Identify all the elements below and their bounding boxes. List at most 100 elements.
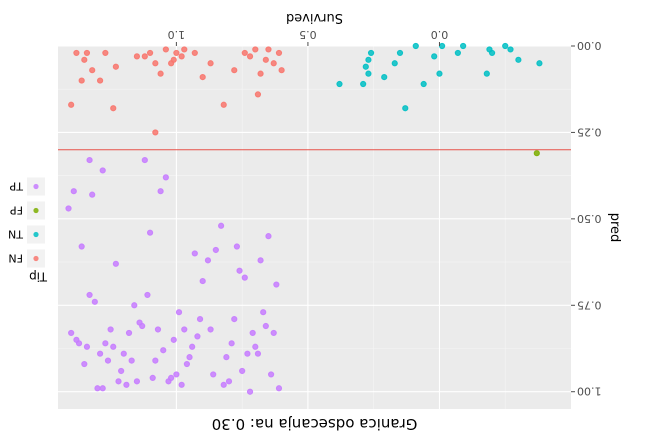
point-tn	[420, 80, 427, 88]
point-fn	[265, 46, 272, 53]
point-tp	[257, 257, 264, 264]
point-fn	[73, 49, 80, 57]
point-fn	[68, 101, 75, 108]
point-tn	[396, 49, 404, 57]
point-tp	[68, 329, 75, 337]
point-fn	[181, 46, 188, 53]
legend: Tip FN TN FP TP	[8, 177, 48, 284]
point-tp	[144, 291, 151, 299]
point-tp	[220, 381, 227, 388]
point-tn	[515, 56, 522, 63]
point-tn	[438, 42, 446, 50]
point-fn	[133, 53, 141, 60]
legend-label-fn: FN	[8, 252, 23, 265]
point-tp	[236, 267, 243, 274]
point-fn	[270, 60, 277, 67]
point-tp	[181, 326, 188, 333]
point-tp	[70, 188, 77, 195]
point-tp	[244, 350, 251, 357]
point-tp	[178, 381, 185, 388]
y-tick-label: 0.00	[577, 39, 602, 52]
point-fn	[257, 70, 264, 77]
point-tn	[431, 53, 438, 60]
point-fn	[78, 77, 85, 84]
point-tp	[152, 357, 159, 364]
legend-label-tn: TN	[8, 228, 24, 241]
point-tp	[199, 277, 206, 285]
point-fn	[102, 49, 109, 57]
point-tp	[273, 281, 280, 288]
point-fn	[241, 49, 248, 57]
y-tick-label: 1.00	[577, 385, 602, 398]
point-tp	[173, 371, 180, 378]
point-tp	[99, 385, 106, 392]
point-fn	[220, 101, 227, 108]
point-tp	[160, 347, 167, 354]
point-tp	[267, 371, 275, 378]
point-tn	[454, 49, 461, 57]
point-fp	[533, 150, 540, 157]
point-tp	[73, 336, 80, 343]
point-tp	[175, 309, 183, 316]
point-tp	[254, 350, 262, 357]
point-tp	[120, 350, 127, 357]
y-tick-label: 0.50	[577, 212, 602, 225]
point-tp	[94, 385, 101, 392]
point-tp	[186, 354, 193, 361]
point-tp	[91, 298, 98, 305]
point-fn	[207, 60, 214, 67]
point-fn	[81, 56, 88, 63]
point-tp	[241, 274, 248, 281]
point-tp	[262, 322, 269, 330]
point-fn	[110, 105, 117, 112]
x-axis: 0.0 0.5 1.0	[168, 28, 448, 46]
point-tp	[194, 333, 201, 340]
point-tp	[102, 340, 109, 347]
legend-label-fp: FP	[10, 204, 23, 217]
point-tp	[128, 357, 135, 364]
point-tp	[118, 367, 125, 375]
point-tp	[86, 156, 93, 164]
point-fn	[162, 46, 169, 53]
legend-swatch-tn	[33, 231, 39, 238]
point-tp	[96, 350, 104, 357]
point-tp	[123, 381, 130, 388]
point-tn	[362, 63, 369, 70]
point-tp	[107, 326, 114, 333]
point-tn	[507, 46, 514, 53]
legend-swatch-fn	[33, 255, 39, 262]
point-tp	[218, 222, 225, 229]
point-fn	[252, 46, 259, 53]
point-tp	[223, 354, 230, 361]
point-tp	[249, 329, 256, 337]
point-tp	[270, 329, 277, 337]
point-tp	[141, 156, 148, 164]
point-tp	[112, 260, 119, 267]
legend-swatch-fp	[33, 207, 39, 214]
point-tp	[146, 229, 154, 236]
point-tp	[104, 357, 112, 364]
y-axis-title: pred	[607, 213, 622, 243]
point-tn	[486, 46, 493, 53]
point-tp	[260, 309, 267, 316]
point-tp	[189, 343, 196, 350]
point-fn	[96, 77, 104, 84]
legend-swatch-tp	[33, 183, 39, 190]
point-tn	[360, 80, 367, 88]
point-tp	[89, 191, 96, 198]
point-tp	[191, 250, 198, 257]
point-tp	[78, 243, 85, 250]
point-fn	[178, 53, 185, 60]
point-fn	[152, 129, 159, 136]
point-tp	[125, 329, 133, 337]
point-tp	[154, 326, 162, 333]
point-tn	[336, 80, 343, 88]
point-tp	[133, 378, 141, 385]
point-tp	[162, 174, 169, 181]
point-tp	[246, 388, 254, 395]
point-tp	[233, 243, 240, 250]
point-tn	[502, 42, 509, 50]
point-fn	[199, 74, 206, 81]
point-tp	[81, 360, 88, 368]
